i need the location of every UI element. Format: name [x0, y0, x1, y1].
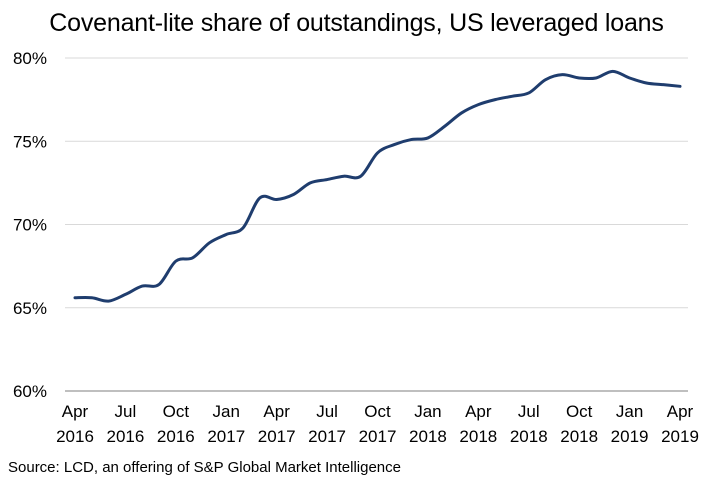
y-tick-label: 70% — [13, 216, 47, 235]
x-tick-year: 2017 — [359, 427, 397, 446]
y-axis-ticks: 60% 65% 70% 75% 80% — [13, 49, 47, 401]
data-point — [410, 138, 413, 141]
data-point — [645, 81, 648, 84]
x-tick-year: 2019 — [661, 427, 699, 446]
data-point — [326, 178, 329, 181]
data-point — [292, 193, 295, 196]
x-tick-year: 2018 — [510, 427, 548, 446]
x-tick-month: Jul — [115, 402, 137, 421]
data-point — [527, 91, 530, 94]
data-point — [191, 256, 194, 259]
x-tick-year: 2017 — [207, 427, 245, 446]
source-note: Source: LCD, an offering of S&P Global M… — [8, 459, 401, 476]
x-tick-year: 2019 — [611, 427, 649, 446]
data-point — [561, 73, 564, 76]
data-point — [494, 98, 497, 101]
data-point — [342, 175, 345, 178]
data-point — [258, 196, 261, 199]
data-point — [124, 293, 127, 296]
x-tick-year: 2017 — [308, 427, 346, 446]
data-point — [594, 76, 597, 79]
data-point — [174, 260, 177, 263]
series-line — [73, 69, 682, 303]
x-tick-month: Apr — [465, 402, 492, 421]
data-point — [376, 151, 379, 154]
data-point — [74, 296, 77, 299]
data-point — [628, 76, 631, 79]
data-point — [107, 300, 110, 303]
data-point — [611, 70, 614, 73]
data-point — [141, 285, 144, 288]
data-point — [242, 226, 245, 229]
data-point — [578, 76, 581, 79]
data-point — [359, 175, 362, 178]
data-point — [544, 78, 547, 81]
x-tick-month: Jan — [616, 402, 643, 421]
data-point — [460, 111, 463, 114]
data-point — [662, 83, 665, 86]
x-tick-month: Jul — [316, 402, 338, 421]
chart-title: Covenant-lite share of outstandings, US … — [49, 9, 664, 37]
x-axis-ticks: Apr 2016 Jul 2016 Oct 2016 Jan 2017 Apr 2017 Jul 20… — [56, 402, 699, 446]
x-tick-month: Jan — [414, 402, 441, 421]
y-tick-label: 65% — [13, 299, 47, 318]
data-point — [426, 136, 429, 139]
x-tick-month: Apr — [62, 402, 89, 421]
series — [73, 69, 682, 303]
gridlines — [65, 57, 688, 309]
data-point — [208, 241, 211, 244]
data-point — [90, 296, 93, 299]
x-tick-year: 2017 — [258, 427, 296, 446]
x-tick-year: 2016 — [56, 427, 94, 446]
x-tick-month: Jan — [213, 402, 240, 421]
data-point — [510, 95, 513, 98]
x-tick-month: Apr — [667, 402, 694, 421]
x-tick-month: Oct — [163, 402, 190, 421]
x-tick-year: 2016 — [157, 427, 195, 446]
x-tick-month: Jul — [518, 402, 540, 421]
x-tick-year: 2018 — [560, 427, 598, 446]
data-point — [275, 198, 278, 201]
data-point — [393, 143, 396, 146]
data-point — [309, 181, 312, 184]
x-tick-month: Oct — [566, 402, 593, 421]
y-tick-label: 75% — [13, 132, 47, 151]
data-point — [158, 283, 161, 286]
data-point — [225, 233, 228, 236]
data-point — [477, 103, 480, 106]
data-point — [679, 85, 682, 88]
x-tick-year: 2016 — [107, 427, 145, 446]
y-tick-label: 80% — [13, 49, 47, 68]
x-tick-year: 2018 — [459, 427, 497, 446]
x-tick-month: Oct — [364, 402, 391, 421]
y-tick-label: 60% — [13, 382, 47, 401]
data-point — [443, 125, 446, 128]
x-tick-month: Apr — [263, 402, 290, 421]
x-tick-year: 2018 — [409, 427, 447, 446]
